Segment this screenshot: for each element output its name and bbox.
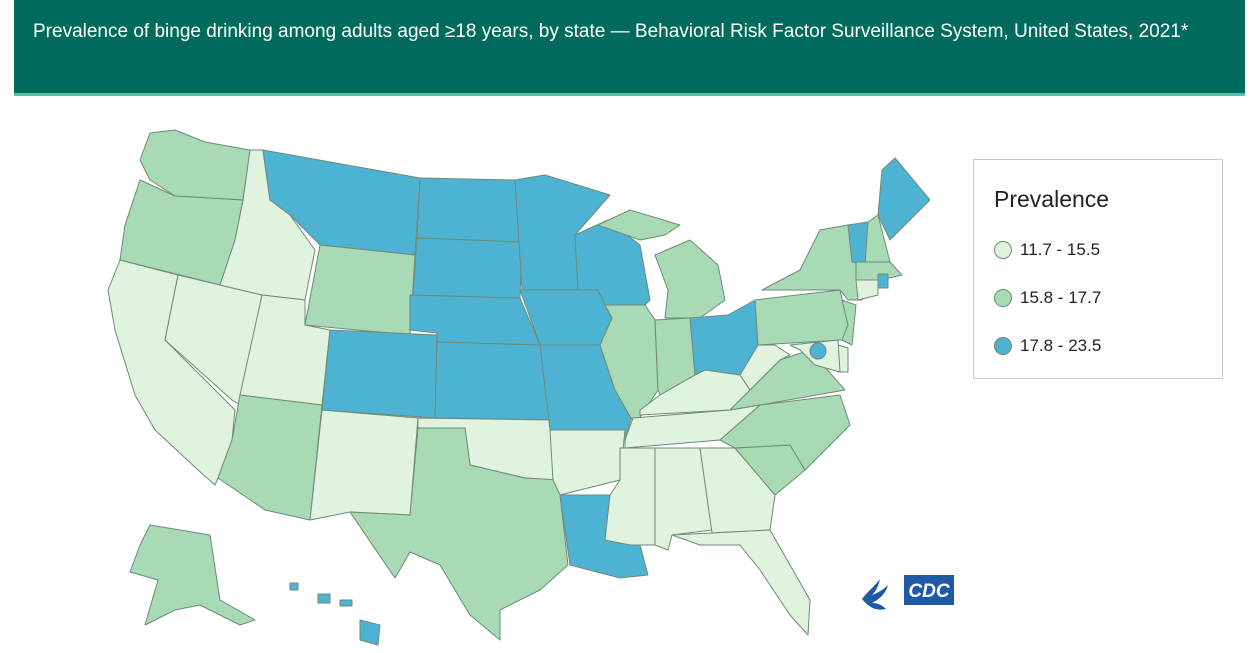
legend-label-mid: 15.8 - 17.7 [1020,288,1102,307]
title-banner: Prevalence of binge drinking among adult… [14,0,1245,96]
state-NM[interactable] [309,409,419,521]
state-NY[interactable] [761,224,863,301]
state-NC[interactable] [719,394,851,471]
state-KS[interactable] [434,341,551,421]
cdc-logo: CDC [858,569,958,614]
state-GA[interactable] [699,447,776,534]
state-DC[interactable] [809,342,827,360]
state-WY[interactable] [304,244,416,336]
state-AK[interactable] [129,524,256,626]
legend-item-mid: 15.8 - 17.7 [994,286,1101,310]
state-MI-UP[interactable] [597,209,681,241]
us-choropleth-map [0,100,960,653]
page-title: Prevalence of binge drinking among adult… [33,21,1189,42]
state-CT[interactable] [855,279,879,301]
legend-item-low: 11.7 - 15.5 [994,238,1100,262]
legend-swatch-low [994,241,1012,259]
state-MA[interactable] [855,261,903,281]
legend-item-high: 17.8 - 23.5 [994,334,1101,358]
legend-title: Prevalence [994,186,1110,212]
state-MI[interactable] [654,239,726,319]
legend-swatch-high [994,337,1012,355]
hhs-eagle-icon: CDC [862,575,954,610]
state-TX[interactable] [349,427,569,641]
legend: Prevalence 11.7 - 15.5 15.8 - 17.7 17.8 … [973,159,1223,379]
state-ND[interactable] [416,177,523,243]
state-NJ[interactable] [841,299,857,346]
state-FL[interactable] [671,529,811,636]
state-ME[interactable] [877,157,931,241]
state-PA[interactable] [754,289,849,346]
state-SD[interactable] [412,237,523,299]
cdc-logo-text: CDC [908,581,949,602]
legend-label-low: 11.7 - 15.5 [1020,240,1101,259]
legend-swatch-mid [994,289,1012,307]
state-RI[interactable] [877,273,889,289]
map-svg [107,129,931,646]
state-CO[interactable] [321,329,438,419]
legend-label-high: 17.8 - 23.5 [1020,336,1102,355]
state-AR[interactable] [549,429,626,496]
state-HI[interactable] [289,582,381,646]
